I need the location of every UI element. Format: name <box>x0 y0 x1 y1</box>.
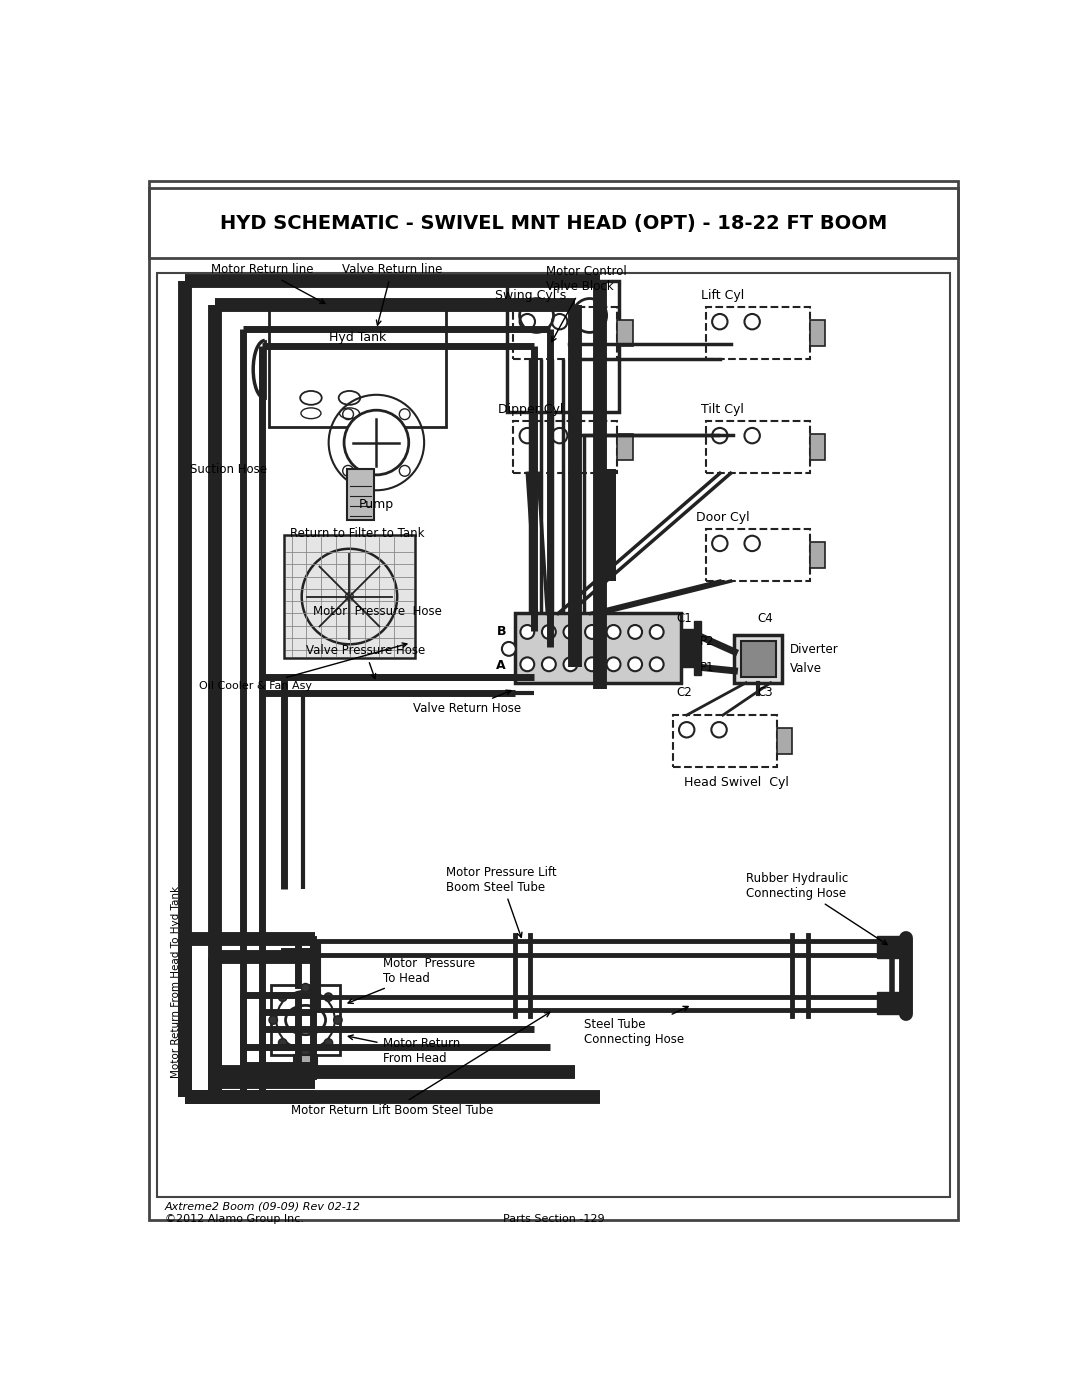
Text: Swing Cyl's: Swing Cyl's <box>495 289 566 302</box>
Circle shape <box>502 643 516 655</box>
Circle shape <box>301 983 310 992</box>
Bar <box>706 420 810 474</box>
Bar <box>294 1055 318 1076</box>
Bar <box>605 469 616 581</box>
Text: Tilt Cyl: Tilt Cyl <box>702 404 744 416</box>
Bar <box>594 469 605 581</box>
Text: Valve Return line: Valve Return line <box>341 263 442 326</box>
Text: Diverter: Diverter <box>789 643 839 655</box>
Circle shape <box>607 658 621 671</box>
Text: Pump: Pump <box>359 497 394 511</box>
Text: Valve Return Hose: Valve Return Hose <box>414 690 522 715</box>
Text: C4: C4 <box>757 612 773 624</box>
Text: Motor Return Lift Boom Steel Tube: Motor Return Lift Boom Steel Tube <box>291 1013 550 1118</box>
Text: Rubber Hydraulic
Connecting Hose: Rubber Hydraulic Connecting Hose <box>746 872 887 944</box>
Text: Motor Return
From Head: Motor Return From Head <box>349 1035 460 1066</box>
Circle shape <box>650 658 663 671</box>
Bar <box>271 985 340 1055</box>
Circle shape <box>279 1038 287 1048</box>
Circle shape <box>301 1048 310 1056</box>
Bar <box>706 307 810 359</box>
Circle shape <box>650 624 663 638</box>
Circle shape <box>279 993 287 1002</box>
Circle shape <box>521 658 535 671</box>
Text: Suction Hose: Suction Hose <box>190 462 267 476</box>
Bar <box>777 728 793 754</box>
Bar <box>347 469 374 520</box>
Text: C3: C3 <box>757 686 773 700</box>
Circle shape <box>585 658 599 671</box>
Bar <box>877 936 906 958</box>
Bar <box>706 529 810 581</box>
Bar <box>877 992 906 1014</box>
Text: Return to Filter to Tank: Return to Filter to Tank <box>289 527 424 541</box>
Circle shape <box>564 658 578 671</box>
Ellipse shape <box>285 1006 325 1035</box>
Bar <box>673 715 777 767</box>
Bar <box>513 420 618 474</box>
Text: Valve: Valve <box>789 662 822 675</box>
Bar <box>149 189 958 257</box>
Circle shape <box>346 592 353 601</box>
Circle shape <box>269 1016 278 1024</box>
Text: C1: C1 <box>676 612 692 624</box>
Bar <box>515 613 680 683</box>
Bar <box>508 281 619 412</box>
Text: Motor Return line: Motor Return line <box>211 263 325 303</box>
Text: Axtreme2 Boom (09-09) Rev 02-12: Axtreme2 Boom (09-09) Rev 02-12 <box>164 1201 361 1211</box>
Text: B: B <box>497 626 505 638</box>
Circle shape <box>324 993 333 1002</box>
Text: Steel Tube
Connecting Hose: Steel Tube Connecting Hose <box>584 1006 688 1046</box>
Bar <box>680 629 694 668</box>
Bar <box>618 434 633 460</box>
Circle shape <box>542 658 556 671</box>
Circle shape <box>585 624 599 638</box>
Text: Motor Return From Head To Hyd Tank: Motor Return From Head To Hyd Tank <box>172 886 181 1077</box>
Text: HYD SCHEMATIC - SWIVEL MNT HEAD (OPT) - 18-22 FT BOOM: HYD SCHEMATIC - SWIVEL MNT HEAD (OPT) - … <box>220 214 887 232</box>
Bar <box>810 434 825 460</box>
Circle shape <box>564 624 578 638</box>
Bar <box>284 535 415 658</box>
Text: Parts Section -129: Parts Section -129 <box>502 1214 605 1224</box>
Bar <box>157 274 950 1197</box>
Text: Motor  Pressure  Hose: Motor Pressure Hose <box>313 605 442 619</box>
Text: C2: C2 <box>676 686 692 700</box>
Text: P1: P1 <box>700 661 715 673</box>
Text: Hyd Tank: Hyd Tank <box>328 331 386 344</box>
Circle shape <box>542 624 556 638</box>
Text: Head Swivel  Cyl: Head Swivel Cyl <box>685 775 789 789</box>
Bar <box>618 320 633 346</box>
Text: Lift Cyl: Lift Cyl <box>701 289 744 302</box>
Circle shape <box>607 624 621 638</box>
Bar <box>513 307 618 359</box>
Circle shape <box>324 1038 333 1048</box>
Bar <box>810 542 825 569</box>
Bar <box>734 636 782 683</box>
Text: Motor Pressure Lift
Boom Steel Tube: Motor Pressure Lift Boom Steel Tube <box>446 866 556 937</box>
Circle shape <box>345 411 408 475</box>
Circle shape <box>334 1016 342 1024</box>
Text: P2: P2 <box>700 634 715 648</box>
Bar <box>694 622 701 675</box>
Text: Door Cyl: Door Cyl <box>697 511 750 524</box>
Bar <box>741 641 777 676</box>
Text: Motor  Pressure
To Head: Motor Pressure To Head <box>348 957 475 1003</box>
Bar <box>810 320 825 346</box>
Circle shape <box>521 624 535 638</box>
Text: Motor Control
Valve Block: Motor Control Valve Block <box>545 265 626 342</box>
Circle shape <box>629 624 642 638</box>
Text: Dipper Cyl: Dipper Cyl <box>498 404 563 416</box>
Text: Oil Cooler & Fan Asy: Oil Cooler & Fan Asy <box>200 643 407 692</box>
Circle shape <box>629 658 642 671</box>
Text: ©2012 Alamo Group Inc.: ©2012 Alamo Group Inc. <box>164 1214 303 1224</box>
Text: Valve Pressure Hose: Valve Pressure Hose <box>306 644 424 679</box>
Bar <box>269 307 446 427</box>
Text: A: A <box>497 659 505 672</box>
